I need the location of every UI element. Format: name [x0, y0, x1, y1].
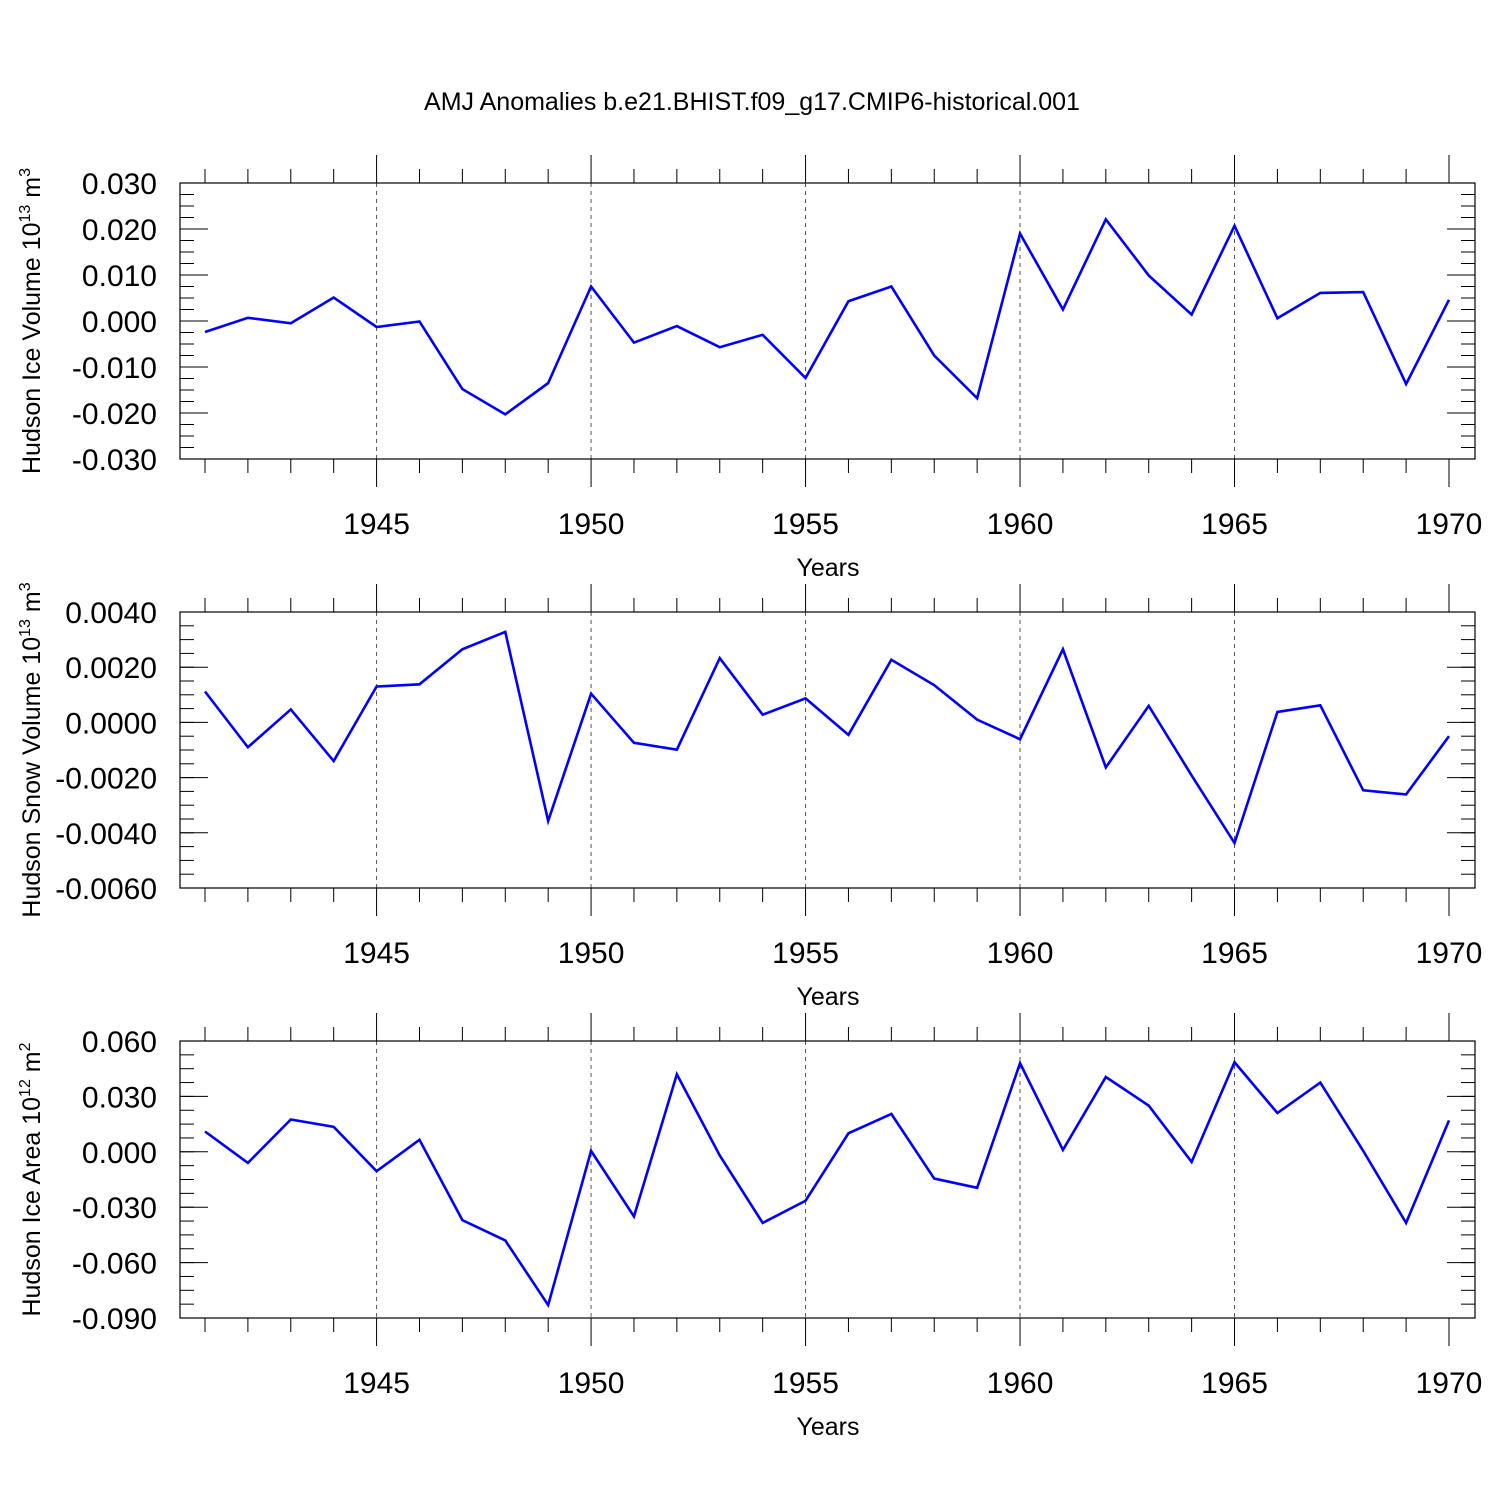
x-tick-label: 1965	[1201, 1367, 1268, 1400]
y-axis-label: Hudson Ice Area 1012 m2	[17, 1042, 46, 1316]
x-tick-label: 1950	[558, 1367, 625, 1400]
x-tick-label: 1970	[1416, 508, 1483, 541]
series-line-1	[204, 1059, 1451, 1309]
y-axis-label: Hudson Ice Volume 1013 m3	[17, 168, 46, 474]
y-axis-label-unit-exp: 3	[17, 168, 34, 177]
y-tick-label: -0.020	[72, 398, 157, 431]
x-tick-label: 1960	[987, 508, 1054, 541]
x-tick-label: 1945	[343, 1367, 410, 1400]
y-tick-label: 0.0000	[65, 707, 157, 740]
y-axis-label-main: Hudson Ice Volume 10	[18, 222, 46, 474]
y-axis-label-exp: 12	[17, 1079, 34, 1097]
x-tick-label: 1945	[343, 508, 410, 541]
x-axis-label: Years	[796, 1413, 859, 1441]
x-tick-label: 1960	[987, 937, 1054, 970]
x-tick-label: 1965	[1201, 937, 1268, 970]
y-axis-label-unit: m	[18, 177, 46, 205]
x-tick-label: 1970	[1416, 1367, 1483, 1400]
y-tick-label: 0.030	[82, 1081, 157, 1114]
y-tick-label: -0.060	[72, 1248, 157, 1281]
y-tick-label: 0.0020	[65, 652, 157, 685]
y-tick-label: 0.010	[82, 260, 157, 293]
y-tick-label: -0.0040	[55, 818, 157, 851]
y-tick-label: 0.000	[82, 306, 157, 339]
x-tick-label: 1965	[1201, 508, 1268, 541]
series-line-1	[203, 630, 1451, 847]
chart-panel-1: 1945 1950 1955 1960 1965 1970 -0.030 -0.020 -0.0…	[17, 155, 1482, 582]
x-tick-label: 1955	[772, 508, 839, 541]
y-axis-label-exp: 13	[17, 619, 34, 637]
y-tick-label: 0.020	[82, 214, 157, 247]
y-tick-label: -0.010	[72, 352, 157, 385]
x-tick-label: 1970	[1416, 937, 1483, 970]
x-tick-label: 1950	[558, 508, 625, 541]
y-axis-label-unit-exp: 3	[17, 582, 34, 591]
chart-panels: 1945 1950 1955 1960 1965 1970 -0.030 -0.020 -0.0…	[17, 155, 1482, 1441]
x-axis-label: Years	[796, 983, 859, 1011]
x-tick-label: 1955	[772, 1367, 839, 1400]
y-axis-label-main: Hudson Ice Area 10	[18, 1097, 46, 1317]
y-tick-label: -0.0020	[55, 763, 157, 796]
y-axis-label-unit: m	[18, 591, 46, 619]
y-axis-label-unit-exp: 2	[17, 1042, 34, 1051]
y-tick-label: 0.030	[82, 168, 157, 201]
chart-panel-2: 1945 1950 1955 1960 1965 1970 -0.0060 -0.0040 -0…	[17, 582, 1482, 1011]
y-tick-label: 0.000	[82, 1137, 157, 1170]
x-tick-label: 1955	[772, 937, 839, 970]
y-tick-label: 0.0040	[65, 597, 157, 630]
y-axis-label-unit: m	[18, 1051, 46, 1079]
y-tick-label: -0.090	[72, 1303, 157, 1336]
y-tick-label: -0.030	[72, 444, 157, 477]
figure-title: AMJ Anomalies b.e21.BHIST.f09_g17.CMIP6-…	[424, 88, 1080, 116]
y-axis-label-exp: 13	[17, 205, 34, 223]
y-axis-label: Hudson Snow Volume 1013 m3	[17, 582, 46, 917]
y-tick-label: -0.030	[72, 1192, 157, 1225]
series-line-1	[204, 216, 1451, 416]
chart-panel-3: 1945 1950 1955 1960 1965 1970 -0.090 -0.060 -0.0…	[17, 1013, 1482, 1441]
x-tick-label: 1945	[343, 937, 410, 970]
y-tick-label: 0.060	[82, 1026, 157, 1059]
y-axis-label-main: Hudson Snow Volume 10	[18, 637, 46, 918]
y-tick-label: -0.0060	[55, 873, 157, 906]
x-axis-label: Years	[796, 554, 859, 582]
x-tick-label: 1950	[558, 937, 625, 970]
x-tick-label: 1960	[987, 1367, 1054, 1400]
